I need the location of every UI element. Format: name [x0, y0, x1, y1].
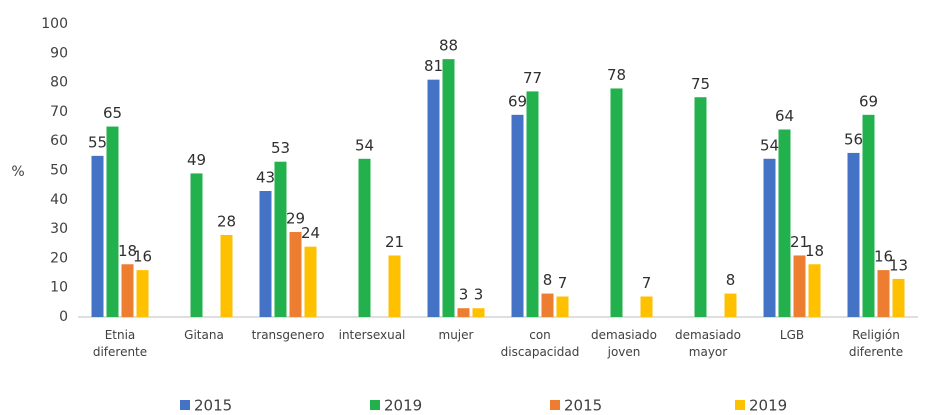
value-label: 16: [133, 248, 152, 266]
bar: [793, 255, 806, 317]
bar: [442, 59, 455, 317]
bar: [289, 232, 302, 317]
y-tick-label: 0: [59, 309, 68, 325]
value-label: 21: [385, 233, 404, 251]
value-label: 69: [859, 92, 878, 110]
value-label: 88: [439, 37, 458, 55]
bar: [526, 91, 539, 317]
bar: [778, 129, 791, 317]
value-label: 29: [286, 210, 305, 228]
x-tick-label: Gitana: [184, 328, 224, 342]
value-label: 69: [508, 92, 527, 110]
y-tick-label: 100: [41, 16, 68, 32]
value-label: 21: [790, 233, 809, 251]
y-tick-label: 90: [50, 45, 68, 61]
y-tick-label: 60: [50, 133, 68, 149]
legend-swatch: [370, 400, 380, 410]
value-label: 53: [271, 139, 290, 157]
bar: [388, 255, 401, 317]
legend-swatch: [735, 400, 745, 410]
value-label: 24: [301, 224, 320, 242]
value-label: 28: [217, 212, 236, 230]
y-tick-label: 30: [50, 221, 68, 237]
legend-label: 2019: [384, 397, 422, 415]
bar: [274, 161, 287, 317]
bar: [91, 155, 104, 317]
y-tick-label: 40: [50, 192, 68, 208]
value-label: 78: [607, 66, 626, 84]
x-tick-label: con discapacidad: [500, 328, 580, 359]
y-axis-label: %: [11, 164, 24, 180]
bar: [304, 246, 317, 317]
value-label: 77: [523, 69, 542, 87]
bar: [136, 270, 149, 317]
y-tick-label: 20: [50, 250, 68, 266]
bar: [541, 293, 554, 317]
bar: [808, 264, 821, 317]
legend-swatch: [180, 400, 190, 410]
legend-label: 2015: [564, 397, 602, 415]
x-tick-label: Etnia diferente: [92, 328, 148, 359]
bar: [556, 296, 569, 317]
value-label: 56: [844, 130, 863, 148]
bar: [472, 308, 485, 317]
value-label: 3: [459, 286, 469, 304]
value-label: 3: [474, 286, 484, 304]
value-label: 7: [558, 274, 568, 292]
x-tick-label: demasiado mayor: [675, 328, 741, 359]
value-label: 13: [889, 256, 908, 274]
value-label: 18: [805, 242, 824, 260]
x-tick-label: transgenero: [251, 328, 325, 342]
bar: [121, 264, 134, 317]
value-label: 65: [103, 104, 122, 122]
bar: [877, 270, 890, 317]
value-label: 75: [691, 75, 710, 93]
x-tick-label: demasiado joven: [591, 328, 657, 359]
x-tick-label: mujer: [438, 328, 474, 342]
value-label: 49: [187, 151, 206, 169]
bar: [106, 126, 119, 317]
bar: [220, 234, 233, 317]
bar: [640, 296, 653, 317]
bar: [511, 114, 524, 317]
bar: [763, 158, 776, 317]
value-label: 43: [256, 169, 275, 187]
value-label: 8: [543, 271, 553, 289]
value-label: 18: [118, 242, 137, 260]
value-label: 54: [355, 136, 374, 154]
value-label: 81: [424, 57, 443, 75]
bar: [190, 173, 203, 317]
bar: [427, 79, 440, 317]
y-tick-label: 70: [50, 104, 68, 120]
bar: [892, 278, 905, 317]
bar: [847, 152, 860, 317]
bar: [610, 88, 623, 318]
bar: [358, 158, 371, 317]
bar: [724, 293, 737, 317]
x-tick-label: LGB: [779, 328, 805, 342]
y-tick-label: 50: [50, 163, 68, 179]
value-label: 16: [874, 248, 893, 266]
value-label: 8: [726, 271, 736, 289]
bar: [694, 97, 707, 317]
bar: [862, 114, 875, 317]
bar: [457, 308, 470, 317]
x-tick-label: intersexual: [338, 328, 406, 342]
legend-label: 2019: [749, 397, 787, 415]
x-tick-label: Religión diferente: [848, 328, 904, 359]
legend-swatch: [550, 400, 560, 410]
value-label: 55: [88, 133, 107, 151]
y-tick-label: 10: [50, 280, 68, 296]
value-label: 54: [760, 136, 779, 154]
value-label: 7: [642, 274, 652, 292]
y-tick-label: 80: [50, 75, 68, 91]
value-label: 64: [775, 107, 794, 125]
bar: [259, 191, 272, 317]
legend-label: 2015: [194, 397, 232, 415]
